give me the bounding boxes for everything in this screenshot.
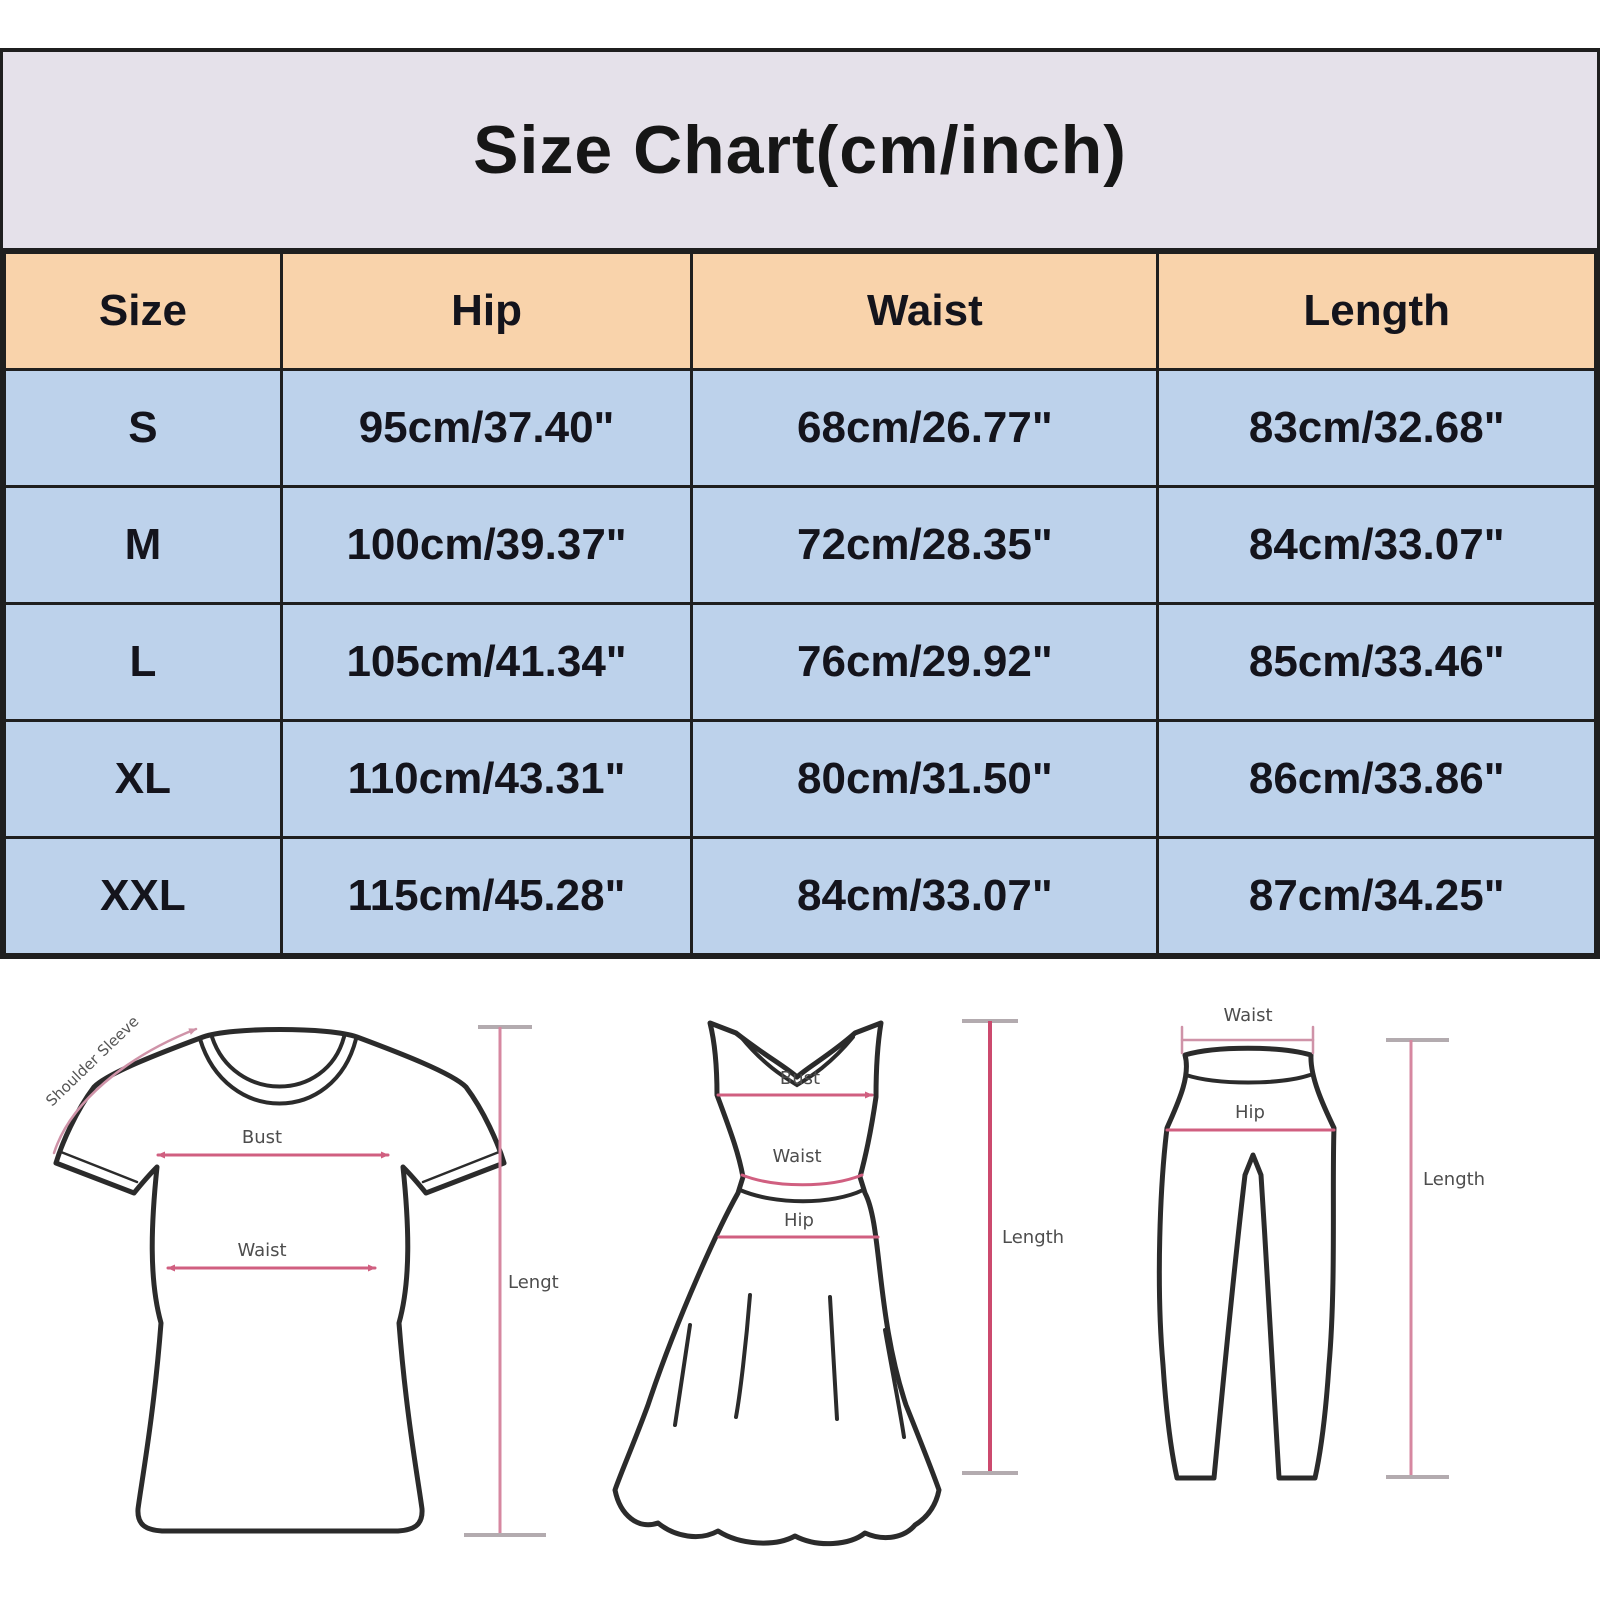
size-cell: XXL [3, 836, 283, 956]
dress-skirt-fold-3 [673, 1323, 692, 1427]
waist-cell: 80cm/31.50" [690, 719, 1160, 839]
table-row-xl: XL 110cm/43.31" 80cm/31.50" 86cm/33.86" [3, 719, 1597, 839]
title-block: Size Chart(cm/inch) [3, 52, 1597, 251]
length-cell: 85cm/33.46" [1156, 602, 1597, 722]
length-cell: 84cm/33.07" [1156, 485, 1597, 605]
shoulder-sleeve-measure-line [52, 1027, 198, 1155]
size-table: Size Hip Waist Length S 95cm/37.40" 68cm… [3, 251, 1597, 956]
page-title: Size Chart(cm/inch) [473, 112, 1127, 188]
column-header-waist: Waist [690, 251, 1160, 371]
pants-waist-label: Waist [1223, 1005, 1272, 1026]
size-cell: XL [3, 719, 283, 839]
dress-hip-label: Hip [784, 1210, 814, 1231]
hip-cell: 110cm/43.31" [279, 719, 694, 839]
table-row-m: M 100cm/39.37" 72cm/28.35" 84cm/33.07" [3, 485, 1597, 605]
dress-length-label: Length [1002, 1227, 1064, 1248]
dress-waist-label: Waist [772, 1146, 821, 1167]
dress-neck-trim [739, 1035, 855, 1088]
tshirt-waist-label: Waist [237, 1240, 286, 1261]
dress-waist-measure-line [740, 1173, 864, 1187]
column-header-hip: Hip [279, 251, 694, 371]
waist-cell: 76cm/29.92" [690, 602, 1160, 722]
waist-cell: 72cm/28.35" [690, 485, 1160, 605]
hip-cell: 105cm/41.34" [279, 602, 694, 722]
size-cell: M [3, 485, 283, 605]
dress-outline [612, 1020, 942, 1547]
table-header-row: Size Hip Waist Length [3, 251, 1597, 371]
table-row-s: S 95cm/37.40" 68cm/26.77" 83cm/32.68" [3, 368, 1597, 488]
dress-skirt-fold-2 [828, 1295, 839, 1421]
tshirt-left-cuff-seam [59, 1150, 139, 1184]
pants-hip-label: Hip [1235, 1102, 1265, 1123]
dress-measure-diagram: Bust Waist Hip Length [612, 1019, 1064, 1547]
tshirt-measure-diagram: Shoulder Sleeve Bust Waist Length [42, 1012, 560, 1537]
length-cell: 83cm/32.68" [1156, 368, 1597, 488]
pants-length-label: Length [1423, 1169, 1485, 1190]
dress-skirt-fold-1 [734, 1293, 752, 1419]
length-cell: 87cm/34.25" [1156, 836, 1597, 956]
hip-cell: 100cm/39.37" [279, 485, 694, 605]
tshirt-length-label: Length [508, 1272, 560, 1293]
column-header-length: Length [1156, 251, 1597, 371]
hip-cell: 95cm/37.40" [279, 368, 694, 488]
table-row-l: L 105cm/41.34" 76cm/29.92" 85cm/33.46" [3, 602, 1597, 722]
tshirt-bust-label: Bust [242, 1127, 282, 1148]
waist-cell: 84cm/33.07" [690, 836, 1160, 956]
waist-cell: 68cm/26.77" [690, 368, 1160, 488]
size-cell: S [3, 368, 283, 488]
size-cell: L [3, 602, 283, 722]
table-row-xxl: XXL 115cm/45.28" 84cm/33.07" 87cm/34.25" [3, 836, 1597, 956]
pants-waistband-line [1184, 1073, 1312, 1085]
size-chart-box: Size Chart(cm/inch) Size Hip Waist Lengt… [0, 48, 1600, 959]
tshirt-collar-outer [198, 1037, 358, 1106]
hip-cell: 115cm/45.28" [279, 836, 694, 956]
length-cell: 86cm/33.86" [1156, 719, 1597, 839]
tshirt-collar-inner [210, 1035, 346, 1089]
dress-skirt-fold-4 [883, 1328, 906, 1439]
dress-bust-label: Bust [780, 1068, 820, 1089]
dress-belt-lower [738, 1188, 865, 1204]
pants-measure-diagram: Waist Hip Length [1156, 1005, 1485, 1481]
tshirt-right-cuff-seam [421, 1150, 501, 1184]
column-header-size: Size [3, 251, 283, 371]
pants-outline [1156, 1045, 1337, 1481]
